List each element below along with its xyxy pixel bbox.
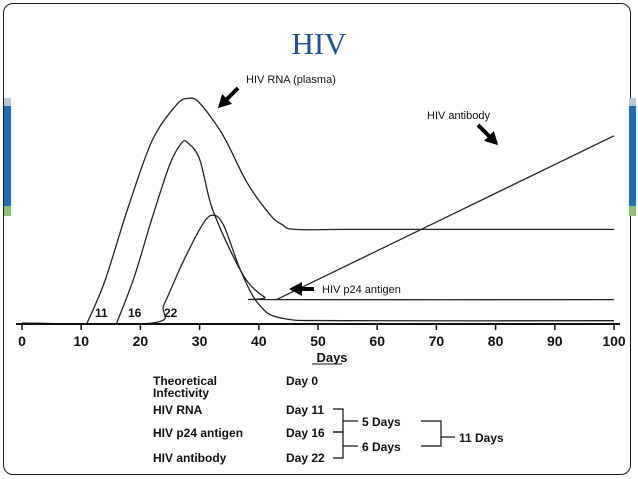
- slide-frame: [3, 3, 631, 475]
- x-axis-ticks: 0 10 20 30 40 50 60 70 80 90 100: [18, 324, 626, 349]
- interval-5-days: 5 Days: [362, 415, 401, 429]
- right-accent-bar: [629, 98, 636, 216]
- day-16-marker: 16: [128, 306, 142, 320]
- hiv-rna-curve: [86, 97, 614, 324]
- accent-gray-strip: [4, 98, 11, 106]
- timeline-row-label: Theoretical Infectivity: [153, 374, 217, 400]
- left-accent-bar: [4, 98, 11, 216]
- x-tick-label: 10: [73, 333, 89, 349]
- day-11-marker: 11: [95, 306, 108, 320]
- x-tick-label: 30: [192, 333, 208, 349]
- timeline-brackets: [333, 408, 455, 459]
- antibody-curve: [276, 135, 615, 301]
- x-tick-label: 0: [18, 333, 26, 349]
- annotations: HIV RNA (plasma) HIV antibody HIV p24 anti…: [95, 74, 499, 320]
- timeline-row-day: Day 16: [286, 426, 325, 440]
- p24-antigen-curve: [21, 214, 615, 326]
- x-tick-label: 70: [429, 333, 445, 349]
- timeline-row-day: Day 22: [286, 451, 325, 465]
- rna-plasma-label: HIV RNA (plasma): [246, 74, 336, 86]
- x-axis-label: Days: [316, 350, 347, 365]
- timeline-row-label: HIV p24 antigen: [153, 426, 243, 440]
- timeline-table: Theoretical Infectivity Day 0 HIV RNA Day 11…: [153, 374, 504, 465]
- antibody-label: HIV antibody: [427, 110, 490, 122]
- series-group: [21, 97, 615, 326]
- accent-blue-strip: [629, 106, 636, 206]
- accent-green-strip: [4, 206, 11, 216]
- accent-gray-strip: [629, 98, 636, 106]
- day-22-marker: 22: [164, 306, 178, 320]
- x-tick-label: 100: [602, 333, 626, 349]
- interval-6-days: 6 Days: [362, 440, 401, 454]
- timeline-row-label: HIV RNA: [153, 403, 203, 417]
- x-tick-label: 50: [310, 333, 326, 349]
- interval-11-days: 11 Days: [459, 431, 504, 445]
- accent-blue-strip: [4, 106, 11, 206]
- p24-antigen-arrow: [289, 282, 314, 296]
- x-tick-label: 90: [547, 333, 563, 349]
- timeline-row-day: Day 11: [286, 403, 324, 417]
- x-tick-label: 20: [133, 333, 149, 349]
- slide-title: HIV: [291, 26, 347, 61]
- antibody-arrow: [476, 123, 499, 146]
- x-tick-label: 80: [488, 333, 504, 349]
- timeline-row-label: HIV antibody: [153, 451, 227, 465]
- p24-antigen-label: HIV p24 antigen: [322, 284, 401, 296]
- x-tick-label: 60: [369, 333, 385, 349]
- accent-green-strip: [629, 206, 636, 216]
- timeline-row-day: Day 0: [286, 374, 318, 388]
- rna-secondary-curve: [116, 139, 615, 324]
- x-tick-label: 40: [251, 333, 267, 349]
- rna-plasma-arrow: [217, 86, 240, 109]
